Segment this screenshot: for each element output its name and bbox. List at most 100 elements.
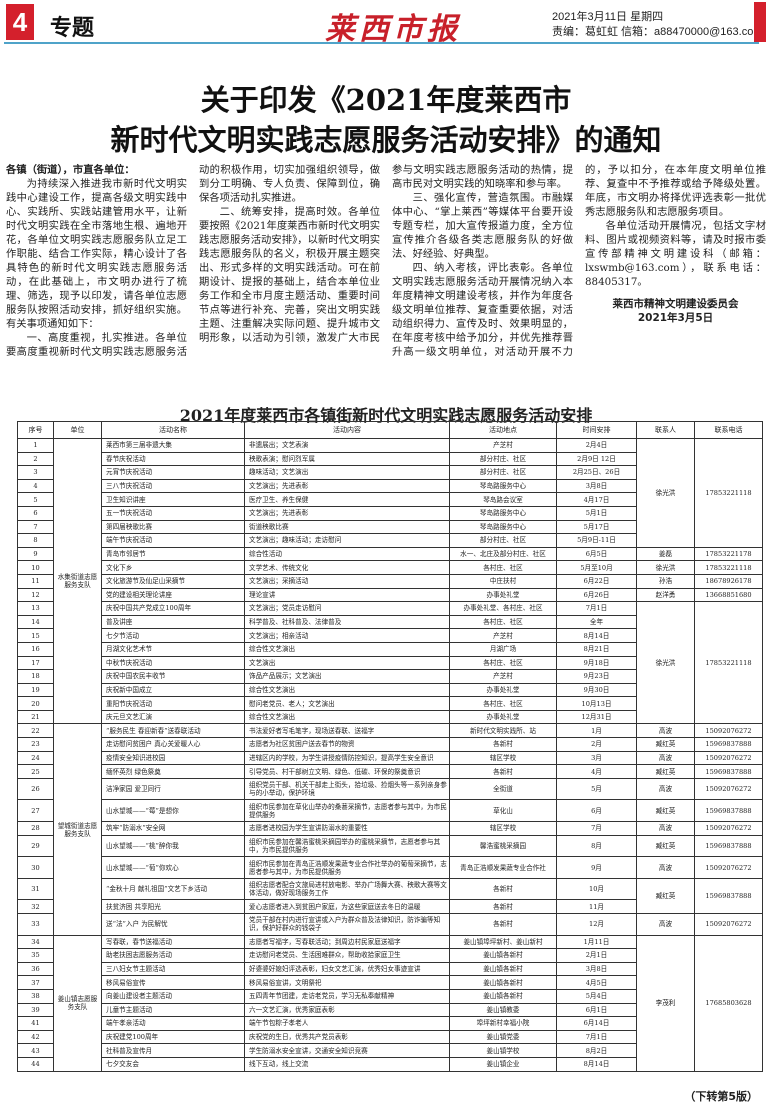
column-header: 活动名称 bbox=[101, 421, 245, 439]
cell-contact: 臧红英 bbox=[636, 764, 695, 779]
table-row: 25 缅怀英烈 绿色祭奠 引导党员、村干部树立文明、绿色、低碳、环保的祭奠意识 各新村… bbox=[17, 764, 763, 779]
cell-time: 5月17日 bbox=[556, 519, 637, 535]
cell-activity-name: 元宵节庆祝活动 bbox=[101, 465, 245, 480]
cell-number: 33 bbox=[17, 913, 54, 936]
cell-location: 姜山镇党委 bbox=[449, 1029, 557, 1045]
cell-activity-content: 科学普及、社科普及、法律普及 bbox=[244, 614, 450, 630]
cell-number: 14 bbox=[17, 614, 54, 630]
cell-activity-content: 饰品产品展示；文艺演出 bbox=[244, 669, 450, 684]
header-accent-bar bbox=[754, 2, 766, 42]
cell-activity-name: 庆祝建党100周年 bbox=[101, 1029, 245, 1045]
cell-number: 42 bbox=[17, 1029, 54, 1045]
cell-number: 36 bbox=[17, 961, 54, 977]
cell-location: 埠坪新村幸福小院 bbox=[449, 1016, 557, 1031]
cell-location: 产芝村 bbox=[449, 438, 557, 453]
salutation: 各镇（街道），市直各单位： bbox=[6, 164, 135, 176]
cell-activity-name: “服务民生 春迎新春”送春联活动 bbox=[101, 723, 245, 739]
cell-time: 9月 bbox=[556, 856, 637, 879]
cell-time: 3月 bbox=[556, 750, 637, 766]
cell-activity-content: 组织志愿者配合文旅局进村放电影、举办广场舞大赛、秧歌大赛等文体活动，做好现场服务… bbox=[244, 877, 450, 901]
cell-activity-content: 线下互动，线上交流 bbox=[244, 1056, 450, 1072]
cell-location: 姜山镇教委 bbox=[449, 1002, 557, 1018]
cell-time: 9月30日 bbox=[556, 682, 637, 698]
cell-time: 2月9日 12日 bbox=[556, 451, 637, 467]
cell-number: 3 bbox=[17, 465, 54, 480]
cell-activity-content: 志愿者为社区贫困户送去春节的物资 bbox=[244, 737, 450, 752]
cell-time: 1月11日 bbox=[556, 934, 637, 950]
cell-location: 各新村 bbox=[449, 913, 557, 936]
cell-location: 新时代文明实践所、站 bbox=[449, 723, 557, 739]
cell-activity-name: 党的建设相关理论讲座 bbox=[101, 587, 245, 603]
cell-contact: 臧红英 bbox=[636, 799, 695, 823]
table-row: 1 水集街道志愿服务支队 莱西市第三届非遗大集 非遗展出；文艺表演 产芝村 2月4日 徐光洪… bbox=[17, 437, 763, 725]
cell-phone: 17853221118 bbox=[694, 560, 763, 575]
cell-number: 20 bbox=[17, 696, 54, 711]
cell-time: 5月1日 bbox=[556, 505, 637, 521]
cell-location: 部分村庄、社区 bbox=[449, 451, 557, 467]
cell-location: 各村庄、社区 bbox=[449, 560, 557, 575]
cell-time: 1月 bbox=[556, 723, 637, 739]
cell-phone: 15092076272 bbox=[694, 723, 763, 739]
column-header: 单位 bbox=[53, 421, 102, 439]
cell-time: 2月 bbox=[556, 737, 637, 752]
cell-activity-name: 向姜山建设者主题活动 bbox=[101, 988, 245, 1004]
cell-time: 9月18日 bbox=[556, 655, 637, 671]
cell-activity-name: 移风易俗宣传 bbox=[101, 975, 245, 990]
table-row: 43 社科普及宣传月 学生防溺水安全宣讲，交通安全知识竞赛 姜山镇学校 8月2日 bbox=[17, 1043, 763, 1058]
cell-activity-content: 引导党员、村干部树立文明、绿色、低碳、环保的祭奠意识 bbox=[244, 764, 450, 779]
table-row: 6 五一节庆祝活动 文艺演出；先进表彰 琴岛路服务中心 5月1日 bbox=[17, 505, 763, 521]
cell-activity-name: 七夕节活动 bbox=[101, 628, 245, 643]
cell-phone: 18678926178 bbox=[694, 573, 763, 589]
cell-phone: 15969837888 bbox=[694, 877, 763, 915]
cell-number: 10 bbox=[17, 560, 54, 575]
cell-unit: 姜山镇志愿服务支队 bbox=[53, 934, 102, 1072]
cell-time: 10月13日 bbox=[556, 696, 637, 711]
cell-number: 35 bbox=[17, 948, 54, 963]
cell-phone: 17853221178 bbox=[694, 546, 763, 562]
cell-activity-content: 移风易俗宣讲，文明祭祀 bbox=[244, 975, 450, 990]
cell-activity-name: 三八节庆祝活动 bbox=[101, 478, 245, 494]
table-row: 16 月湖文化艺术节 综合性文艺演出 月湖广场 8月21日 bbox=[17, 641, 763, 657]
cell-number: 16 bbox=[17, 641, 54, 657]
paragraph: 三、强化宣传，营造氛围。市融媒体中心、“掌上莱西”等媒体平台要开设专题专栏，加大… bbox=[392, 192, 573, 260]
header-rule bbox=[4, 42, 759, 44]
table-row: 29 山水望城——“桃”醉你我 组织市民参加在馨浩蜜桃采摘园举办的蜜桃采摘节，志愿者… bbox=[17, 834, 763, 858]
cell-activity-content: 五四青年节团建，走访老党员，学习无私奉献精神 bbox=[244, 988, 450, 1004]
cell-activity-content: 综合性文艺演出 bbox=[244, 641, 450, 657]
cell-location: 琴岛路服务中心 bbox=[449, 505, 557, 521]
cell-number: 44 bbox=[17, 1056, 54, 1072]
cell-time: 12月 bbox=[556, 913, 637, 936]
cell-activity-name: 三八妇女节主题活动 bbox=[101, 961, 245, 977]
table-row: 2 春节庆祝活动 秧歌表演；慰问烈军属 部分村庄、社区 2月9日 12日 bbox=[17, 451, 763, 467]
cell-location: 姜山镇各新村 bbox=[449, 988, 557, 1004]
cell-phone: 15092076272 bbox=[694, 856, 763, 879]
cell-activity-name: 庆祝中国农民丰收节 bbox=[101, 669, 245, 684]
cell-number: 7 bbox=[17, 519, 54, 535]
column-header: 活动内容 bbox=[244, 421, 450, 439]
cell-number: 1 bbox=[17, 438, 54, 453]
cell-activity-content: 文艺演出；先进表彰 bbox=[244, 505, 450, 521]
cell-contact: 高波 bbox=[636, 723, 695, 739]
cell-activity-name: 送“法”入户 为民解忧 bbox=[101, 913, 245, 936]
cell-time: 7月 bbox=[556, 821, 637, 836]
cell-time: 2月25日、26日 bbox=[556, 465, 637, 480]
table-row: 19 庆祝新中国成立 综合性文艺演出 办事处礼堂 9月30日 bbox=[17, 682, 763, 698]
cell-location: 姜山镇各新村 bbox=[449, 975, 557, 990]
cell-activity-name: 洁净家园 爱卫同行 bbox=[101, 777, 245, 801]
cell-time: 8月21日 bbox=[556, 641, 637, 657]
cell-activity-name: 第四届秧歌比赛 bbox=[101, 519, 245, 535]
table-row: 44 七夕交友会 线下互动，线上交流 姜山镇企业 8月14日 bbox=[17, 1056, 763, 1072]
cell-number: 31 bbox=[17, 877, 54, 901]
cell-activity-name: 儿童节主题活动 bbox=[101, 1002, 245, 1018]
cell-location: 各村庄、社区 bbox=[449, 655, 557, 671]
cell-contact: 徐光洪 bbox=[636, 601, 695, 725]
cell-activity-content: 好婆婆好媳妇评选表彰，妇女文艺汇演，优秀妇女事迹宣讲 bbox=[244, 961, 450, 977]
cell-time: 3月8日 bbox=[556, 961, 637, 977]
cell-number: 2 bbox=[17, 451, 54, 467]
cell-time: 6月22日 bbox=[556, 573, 637, 589]
cell-phone: 15092076272 bbox=[694, 750, 763, 766]
cell-location: 办事处礼堂、各村庄、社区 bbox=[449, 601, 557, 616]
cell-number: 15 bbox=[17, 628, 54, 643]
cell-number: 4 bbox=[17, 478, 54, 494]
section-name: 专题 bbox=[50, 16, 95, 41]
